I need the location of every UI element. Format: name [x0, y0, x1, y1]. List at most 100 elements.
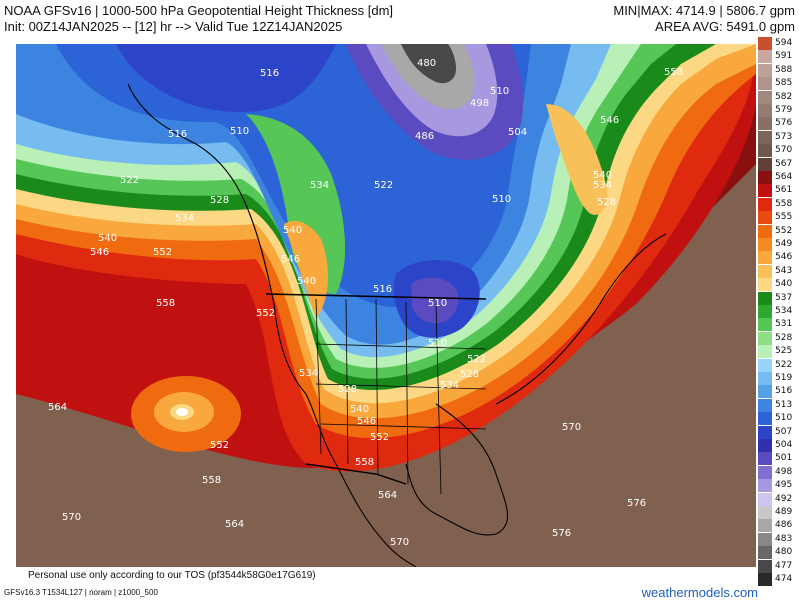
contour-label: 510 [230, 126, 249, 137]
colorbar-swatch [758, 63, 772, 77]
state-line [315, 343, 487, 350]
colorbar-label: 582 [775, 91, 793, 102]
colorbar-level: 558 [758, 197, 800, 211]
contour-label: 516 [168, 129, 187, 140]
colorbar-label: 567 [775, 158, 793, 169]
colorbar-label: 576 [775, 118, 793, 129]
colorbar-swatch [758, 532, 772, 546]
contour-label: 528 [460, 369, 479, 380]
colorbar-swatch [758, 305, 772, 318]
colorbar-swatch [758, 77, 772, 91]
contour-label: 540 [98, 233, 117, 244]
contour-label: 516 [373, 284, 392, 295]
colorbar-level: 516 [758, 385, 800, 399]
colorbar-level: 543 [758, 264, 800, 278]
colorbar-level: 552 [758, 224, 800, 238]
contour-label: 540 [350, 404, 369, 415]
colorbar-label: 501 [775, 453, 793, 464]
contour-label: 516 [260, 68, 279, 79]
colorbar-level: 519 [758, 372, 800, 385]
contour-label: 510 [428, 298, 447, 309]
colorbar-label: 495 [775, 480, 793, 491]
thickness-map: 516 516 510 522 528 534 540 546 552 558 564 552 558 5… [16, 44, 756, 567]
min-max-readout: MIN|MAX: 4714.9 | 5806.7 gpm [613, 3, 795, 18]
colorbar-label: 588 [775, 64, 793, 75]
colorbar-swatch [758, 439, 772, 452]
contour-label: 540 [593, 170, 612, 181]
contour-label: 558 [156, 298, 175, 309]
colorbar-swatch [758, 238, 772, 251]
colorbar-label: 504 [775, 440, 793, 450]
colorbar-swatch [758, 385, 772, 399]
colorbar-level: 537 [758, 291, 800, 305]
colorbar-level: 555 [758, 211, 800, 225]
colorbar-swatch [758, 117, 772, 131]
colorbar-level: 498 [758, 465, 800, 479]
colorbar-label: 579 [775, 105, 793, 115]
colorbar-label: 558 [775, 198, 793, 209]
colorbar-level: 531 [758, 318, 800, 332]
colorbar-swatch [758, 372, 772, 385]
colorbar-level: 522 [758, 358, 800, 372]
colorbar-label: 531 [775, 319, 793, 330]
state-line [315, 298, 322, 455]
colorbar-level: 477 [758, 559, 800, 573]
colorbar-level: 489 [758, 506, 800, 519]
colorbar-swatch [758, 104, 772, 117]
colorbar-label: 537 [775, 292, 793, 303]
colorbar-label: 498 [775, 466, 793, 477]
state-line [375, 298, 379, 475]
colorbar-label: 516 [775, 386, 793, 397]
colorbar-level: 549 [758, 238, 800, 251]
colorbar-swatch [758, 345, 772, 359]
contour-label: 552 [210, 440, 229, 451]
colorbar-swatch [758, 479, 772, 493]
fill-477 [401, 44, 456, 84]
map-title: NOAA GFSv16 | 1000-500 hPa Geopotential … [4, 3, 394, 18]
contour-label: 522 [467, 354, 486, 365]
colorbar-label: 534 [775, 306, 793, 316]
colorbar-swatch [758, 130, 772, 144]
colorbar-swatch [758, 251, 772, 265]
colorbar-level: 567 [758, 157, 800, 171]
colorbar-level: 495 [758, 479, 800, 493]
colorbar-legend: 594 591 588 585 582 579 576 573 570 567 564 561 558 5… [758, 37, 800, 588]
colorbar-label: 477 [775, 560, 793, 571]
colorbar-swatch [758, 398, 772, 412]
colorbar-label: 486 [775, 520, 793, 531]
contour-label: 564 [48, 402, 67, 413]
model-metadata: GFSv16.3 T1534L127 | noram | z1000_500 [4, 588, 158, 597]
colorbar-label: 483 [775, 533, 793, 544]
init-valid-time: Init: 00Z14JAN2025 -- [12] hr --> Valid … [4, 19, 343, 34]
contour-label: 570 [62, 512, 81, 523]
colorbar-level: 573 [758, 130, 800, 144]
colorbar-level: 486 [758, 519, 800, 533]
colorbar-label: 585 [775, 78, 793, 89]
fill-507-nw [116, 44, 336, 113]
colorbar-label: 489 [775, 507, 793, 517]
contour-label: 486 [415, 131, 434, 142]
contour-label: 558 [664, 67, 683, 78]
contour-label: 528 [338, 384, 357, 395]
colorbar-swatch [758, 559, 772, 573]
contour-label: 546 [90, 247, 109, 258]
colorbar-level: 594 [758, 37, 800, 50]
colorbar-label: 519 [775, 373, 793, 383]
colorbar-level: 564 [758, 171, 800, 184]
colorbar-label: 555 [775, 212, 793, 223]
colorbar-swatch [758, 412, 772, 426]
colorbar-swatch [758, 573, 772, 586]
contour-label: 546 [600, 115, 619, 126]
brand-link[interactable]: weathermodels.com [641, 585, 758, 600]
colorbar-swatch [758, 157, 772, 171]
contour-label: 576 [552, 528, 571, 539]
colorbar-level: 579 [758, 104, 800, 117]
colorbar-swatch [758, 264, 772, 278]
contour-label: 576 [627, 498, 646, 509]
colorbar-label: 480 [775, 547, 793, 558]
colorbar-swatch [758, 358, 772, 372]
contour-label: 564 [378, 490, 397, 501]
colorbar-level: 513 [758, 398, 800, 412]
colorbar-label: 543 [775, 265, 793, 276]
colorbar-level: 507 [758, 425, 800, 439]
